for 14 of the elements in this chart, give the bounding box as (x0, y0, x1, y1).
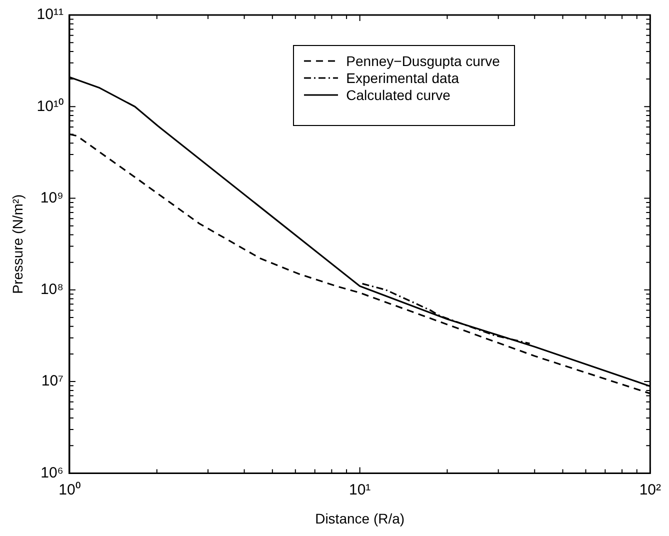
y-tick-label: 10⁷ (41, 372, 64, 390)
x-tick-label: 10¹ (348, 481, 371, 498)
legend-label: Penney−Dusgupta curve (346, 52, 500, 68)
legend-label: Calculated curve (346, 86, 450, 102)
y-tick-label: 10⁸ (40, 281, 64, 298)
y-axis-title: Pressure (N/m²) (9, 194, 26, 294)
x-tick-label: 10⁰ (58, 481, 80, 498)
x-axis-title: Distance (R/a) (315, 510, 405, 526)
y-tick-label: 10⁹ (40, 189, 64, 206)
y-tick-label: 10¹⁰ (36, 98, 64, 115)
y-tick-label: 10⁶ (40, 464, 64, 482)
legend-label: Experimental data (346, 70, 459, 86)
x-tick-label: 10² (639, 481, 662, 498)
y-tick-label: 10¹¹ (36, 6, 64, 24)
